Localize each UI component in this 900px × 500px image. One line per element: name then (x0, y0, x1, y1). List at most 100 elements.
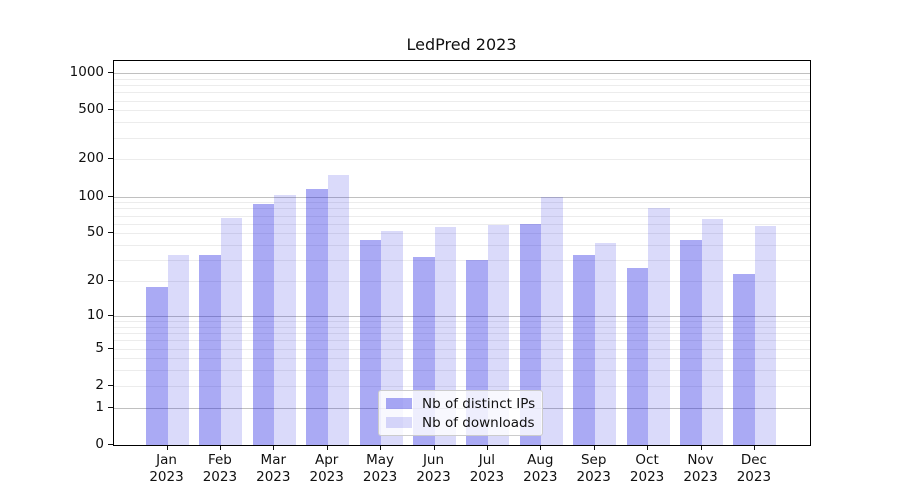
gridline-major (114, 196, 810, 198)
y-tick-label: 100 (78, 187, 104, 204)
y-tick-label: 2 (95, 376, 104, 393)
x-tick-mark (593, 446, 595, 450)
plot-area (113, 60, 811, 446)
bar-downloads-mar-2023 (274, 194, 296, 445)
bar-ips-oct-2023 (626, 267, 649, 445)
x-tick-label: Aug 2023 (505, 452, 575, 486)
gridline-minor (114, 260, 810, 262)
y-tick-mark (108, 195, 113, 197)
gridline-minor (114, 281, 810, 283)
x-tick-label: Nov 2023 (666, 452, 736, 486)
y-tick-label: 10 (86, 306, 104, 323)
x-tick-year: 2023 (416, 469, 451, 485)
x-tick-year: 2023 (469, 469, 505, 485)
x-tick-month: Feb (207, 452, 232, 468)
x-tick-year: 2023 (576, 469, 611, 485)
x-tick-label: Jul 2023 (452, 452, 522, 486)
x-tick-year: 2023 (149, 469, 184, 485)
y-tick-mark (108, 444, 113, 445)
y-tick-label: 200 (78, 150, 104, 167)
gridline-minor (114, 348, 810, 350)
bar-ips-jan-2023 (146, 286, 168, 445)
y-tick-mark (108, 280, 113, 282)
x-tick-label: Jan 2023 (132, 452, 202, 486)
gridline-minor (114, 223, 810, 225)
x-tick-month: Nov (687, 452, 714, 468)
x-tick-month: Oct (635, 452, 659, 468)
gridline-minor (114, 370, 810, 372)
x-tick-mark (647, 446, 649, 450)
gridline-major (114, 315, 810, 317)
bar-downloads-nov-2023 (701, 218, 723, 445)
legend-item-downloads: Nb of downloads (386, 415, 542, 431)
y-tick-label: 0 (95, 436, 104, 452)
gridline-minor (114, 159, 810, 161)
bar-ips-may-2023 (359, 240, 382, 445)
gridline-minor (114, 208, 810, 210)
x-tick-month: Aug (527, 452, 554, 468)
bar-ips-aug-2023 (519, 223, 542, 445)
y-tick-mark (108, 314, 113, 316)
y-tick-mark (108, 232, 113, 234)
legend-label-distinct-ips: Nb of distinct IPs (422, 395, 536, 412)
x-tick-label: Feb 2023 (185, 452, 255, 486)
gridline-minor (114, 85, 810, 86)
gridline-major (114, 73, 810, 74)
y-tick-label: 20 (86, 272, 104, 289)
bar-ips-nov-2023 (680, 240, 702, 445)
x-tick-month: Jun (422, 452, 445, 468)
x-tick-year: 2023 (362, 469, 398, 485)
x-tick-year: 2023 (736, 469, 772, 485)
legend-swatch-downloads (386, 417, 412, 428)
chart-title: LedPred 2023 (406, 35, 517, 54)
gridline-minor (114, 122, 810, 124)
bar-downloads-aug-2023 (541, 196, 563, 445)
legend: Nb of distinct IPs Nb of downloads (378, 390, 543, 436)
x-tick-month: Apr (315, 452, 339, 468)
gridline-minor (114, 340, 810, 342)
y-tick-mark (108, 109, 113, 111)
x-tick-month: Mar (260, 452, 287, 468)
x-tick-label: May 2023 (345, 452, 415, 486)
bar-ips-dec-2023 (733, 273, 755, 445)
x-tick-label: Sep 2023 (559, 452, 629, 486)
legend-item-distinct-ips: Nb of distinct IPs (386, 396, 542, 412)
gridline-minor (114, 333, 810, 334)
gridline-minor (114, 202, 810, 204)
bar-ips-sep-2023 (573, 255, 595, 445)
bar-downloads-dec-2023 (754, 226, 777, 445)
x-tick-month: Dec (740, 452, 767, 468)
y-tick-label: 50 (86, 224, 104, 241)
gridline-minor (114, 78, 810, 80)
x-tick-mark (540, 446, 542, 450)
y-tick-label: 1000 (69, 64, 104, 80)
y-tick-mark (108, 384, 113, 386)
gridline-minor (114, 100, 810, 102)
y-tick-label: 5 (95, 339, 104, 356)
x-tick-mark (326, 446, 328, 450)
x-tick-label: Dec 2023 (719, 452, 789, 486)
x-tick-mark (166, 446, 168, 450)
y-tick-mark (108, 406, 113, 408)
x-tick-label: Mar 2023 (238, 452, 308, 486)
x-tick-year: 2023 (256, 469, 291, 485)
x-tick-mark (700, 446, 702, 450)
x-tick-year: 2023 (683, 469, 718, 485)
gridline-minor (114, 245, 810, 246)
x-tick-year: 2023 (523, 469, 558, 485)
x-tick-month: May (366, 452, 395, 468)
x-tick-mark (219, 446, 221, 450)
gridline-minor (114, 110, 810, 112)
bar-ips-feb-2023 (199, 255, 221, 445)
x-tick-mark (753, 446, 755, 450)
bar-downloads-sep-2023 (594, 242, 617, 445)
y-tick-mark (108, 347, 113, 349)
bar-downloads-oct-2023 (648, 208, 670, 445)
gridline-minor (114, 92, 810, 94)
x-tick-month: Jan (156, 452, 177, 468)
gridline-minor (114, 358, 810, 360)
bar-downloads-apr-2023 (327, 174, 350, 445)
gridline-minor (114, 326, 810, 328)
y-tick-mark (108, 158, 113, 160)
x-tick-mark (380, 446, 382, 450)
